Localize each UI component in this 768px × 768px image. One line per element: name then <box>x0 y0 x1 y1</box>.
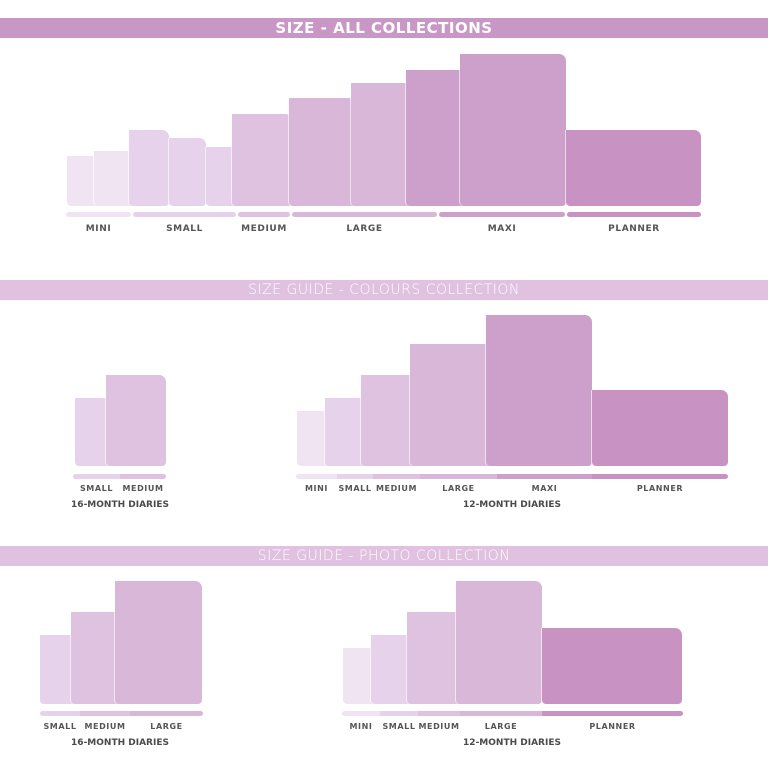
size-bar-planner <box>592 474 728 479</box>
group-title: 12-MONTH DIARIES <box>463 500 561 510</box>
diary-size-large <box>456 581 542 704</box>
size-label-small: SMALL <box>382 722 416 731</box>
size-label-large: LARGE <box>442 484 475 493</box>
group-title: 12-MONTH DIARIES <box>463 738 561 748</box>
size-bar-mini <box>66 212 131 217</box>
size-bar-small <box>73 474 120 479</box>
size-bar-medium <box>80 711 130 716</box>
size-bar-large <box>460 711 542 716</box>
size-bar-large <box>292 212 437 217</box>
diary-size-planner <box>566 130 701 206</box>
size-label-small: SMALL <box>43 722 77 731</box>
size-label-small: SMALL <box>166 224 203 234</box>
diary-size-maxi <box>486 315 592 466</box>
diary-size-small <box>169 138 206 206</box>
size-bar-large <box>420 474 497 479</box>
size-label-planner: PLANNER <box>636 484 684 493</box>
size-label-planner: PLANNER <box>608 224 660 234</box>
diary-size-medium <box>232 114 292 206</box>
group-title: 16-MONTH DIARIES <box>71 500 169 510</box>
size-label-medium: MEDIUM <box>418 722 460 731</box>
diary-size-maxi <box>460 54 566 206</box>
diary-size-mini <box>67 156 99 206</box>
diary-size-medium <box>106 375 166 466</box>
header-colours-collection: SIZE GUIDE - COLOURS COLLECTION <box>0 280 768 300</box>
group-title: 16-MONTH DIARIES <box>71 738 169 748</box>
header-all-collections: SIZE - ALL COLLECTIONS <box>0 18 768 38</box>
size-bar-mini <box>296 474 337 479</box>
size-label-mini: MINI <box>349 722 373 731</box>
size-bar-planner <box>567 212 701 217</box>
size-bar-small <box>40 711 80 716</box>
size-label-large: LARGE <box>346 224 383 234</box>
size-label-large: LARGE <box>484 722 518 731</box>
size-bar-medium <box>418 711 460 716</box>
diary-size-planner <box>592 390 728 466</box>
size-label-large: LARGE <box>150 722 183 731</box>
diary-size-large <box>410 344 497 466</box>
size-label-medium: MEDIUM <box>84 722 126 731</box>
size-label-planner: PLANNER <box>589 722 636 731</box>
size-bar-mini <box>342 711 380 716</box>
size-label-medium: MEDIUM <box>122 484 164 493</box>
size-bar-maxi <box>497 474 592 479</box>
size-label-small: SMALL <box>338 484 372 493</box>
diary-size-small <box>129 130 169 206</box>
size-bar-small <box>133 212 236 217</box>
size-label-maxi: MAXI <box>487 224 517 234</box>
size-bar-large <box>130 711 203 716</box>
size-bar-medium <box>120 474 166 479</box>
size-bar-maxi <box>439 212 565 217</box>
diary-size-large <box>115 581 202 704</box>
size-label-mini: MINI <box>85 224 112 234</box>
size-bar-small <box>380 711 418 716</box>
size-label-medium: MEDIUM <box>375 484 418 493</box>
diary-size-planner <box>542 628 682 704</box>
size-label-mini: MINI <box>304 484 329 493</box>
size-label-maxi: MAXI <box>531 484 558 493</box>
size-label-medium: MEDIUM <box>241 224 287 234</box>
size-bar-medium <box>373 474 420 479</box>
size-label-small: SMALL <box>79 484 114 493</box>
size-bar-small <box>337 474 373 479</box>
diary-size-mini <box>94 151 133 206</box>
header-photo-collection: SIZE GUIDE - PHOTO COLLECTION <box>0 546 768 566</box>
size-bar-planner <box>542 711 683 716</box>
size-bar-medium <box>238 212 290 217</box>
